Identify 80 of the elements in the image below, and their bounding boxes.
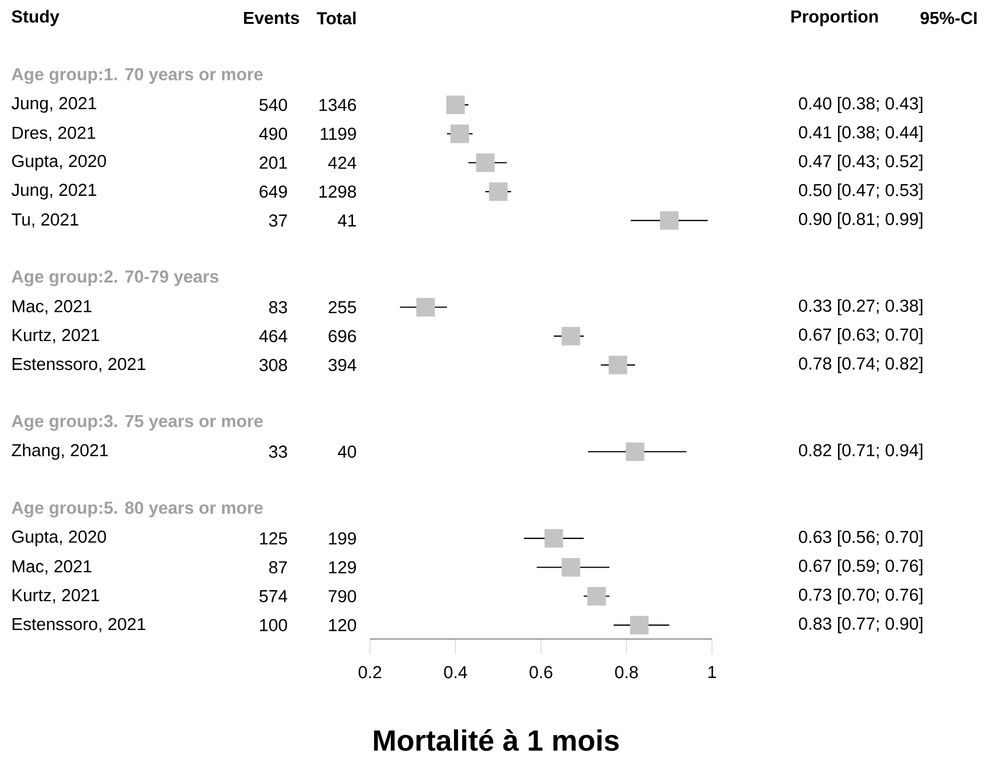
y-tick-label: Age group:5. 80 years or more bbox=[12, 502, 263, 518]
text: 464 bbox=[259, 330, 288, 342]
text: 41 bbox=[338, 214, 356, 226]
y-tick-label: Estenssoro, 2021 bbox=[12, 358, 146, 372]
point bbox=[544, 529, 564, 548]
point bbox=[626, 442, 644, 461]
text: 33 bbox=[269, 446, 287, 458]
text: 199 bbox=[329, 532, 356, 545]
text: 574 bbox=[260, 590, 288, 602]
data-label: 0.40 [0.38; 0.43] bbox=[798, 96, 922, 113]
data-label: 0.83 [0.77; 0.90] bbox=[798, 617, 922, 634]
text: 1298 bbox=[319, 185, 356, 198]
y-tick-label: Gupta, 2020 bbox=[12, 530, 106, 546]
point bbox=[660, 211, 679, 230]
y-tick-label: Gupta, 2020 bbox=[12, 154, 106, 171]
point bbox=[488, 182, 508, 201]
data-label: 0.73 [0.70; 0.76] bbox=[798, 588, 922, 604]
text: 394 bbox=[328, 358, 356, 372]
y-tick-label: Jung, 2021 bbox=[12, 97, 96, 113]
x-tick-label: 0.8 bbox=[615, 666, 638, 678]
data-label: 0.67 [0.63; 0.70] bbox=[798, 328, 922, 344]
y-tick-label: Jung, 2021 bbox=[12, 184, 96, 200]
text: 1346 bbox=[319, 98, 356, 112]
text: 696 bbox=[328, 330, 356, 342]
y-tick-label: Age group:3. 75 years or more bbox=[12, 414, 263, 431]
data-label: 0.50 [0.47; 0.53] bbox=[798, 184, 922, 200]
text: 649 bbox=[260, 185, 287, 198]
y-tick-label: Mac, 2021 bbox=[12, 560, 92, 574]
data-label: 0.41 [0.38; 0.44] bbox=[798, 126, 922, 142]
x-tick-label: 1 bbox=[708, 666, 716, 678]
y-tick-label: Estenssoro, 2021 bbox=[12, 618, 146, 632]
text: 1199 bbox=[320, 128, 356, 140]
y-tick-label: Mac, 2021 bbox=[12, 300, 92, 314]
text: 95%-CI bbox=[920, 12, 977, 24]
text: 37 bbox=[269, 214, 287, 227]
text: 125 bbox=[260, 532, 287, 545]
point bbox=[608, 356, 628, 374]
point bbox=[562, 326, 580, 346]
y-tick-label: Age group:2. 70-79 years bbox=[12, 270, 218, 286]
text: Mortalité à 1 mois bbox=[374, 729, 619, 751]
text: Study bbox=[12, 10, 60, 26]
text: 490 bbox=[259, 128, 288, 140]
point bbox=[416, 298, 435, 316]
x-tick-label: 0.4 bbox=[444, 666, 468, 678]
data-label: 0.63 [0.56; 0.70] bbox=[798, 530, 922, 546]
text: 255 bbox=[328, 301, 356, 314]
x-tick-label: 0.2 bbox=[358, 666, 382, 678]
text: Proportion bbox=[791, 10, 878, 26]
text: 129 bbox=[329, 561, 356, 574]
text: 201 bbox=[260, 156, 287, 169]
point bbox=[630, 616, 649, 634]
text: 790 bbox=[328, 590, 356, 602]
text: 40 bbox=[338, 446, 356, 458]
point bbox=[450, 124, 470, 144]
x-tick-label: 0.6 bbox=[530, 666, 552, 678]
text: 120 bbox=[329, 618, 356, 632]
point bbox=[587, 586, 606, 606]
point bbox=[446, 96, 465, 114]
data-label: 0.78 [0.74; 0.82] bbox=[798, 356, 922, 374]
data-label: 0.67 [0.59; 0.76] bbox=[798, 559, 922, 576]
text: 87 bbox=[269, 561, 287, 574]
text: 100 bbox=[260, 618, 288, 632]
text: 540 bbox=[260, 98, 288, 112]
text: 424 bbox=[328, 156, 356, 169]
text: 83 bbox=[269, 301, 287, 314]
y-tick-label: Zhang, 2021 bbox=[12, 444, 108, 460]
point bbox=[562, 558, 580, 577]
y-tick-label: Tu, 2021 bbox=[12, 213, 78, 228]
data-label: 0.90 [0.81; 0.99] bbox=[798, 212, 922, 229]
data-label: 0.82 [0.71; 0.94] bbox=[798, 444, 922, 460]
text: 308 bbox=[259, 358, 287, 372]
text: Events bbox=[244, 12, 300, 24]
point bbox=[476, 153, 495, 172]
data-label: 0.33 [0.27; 0.38] bbox=[798, 299, 922, 316]
y-tick-label: Kurtz, 2021 bbox=[12, 589, 100, 604]
y-tick-label: Kurtz, 2021 bbox=[12, 328, 100, 344]
text: Total bbox=[316, 12, 356, 24]
y-tick-label: Dres, 2021 bbox=[12, 126, 96, 141]
data-label: 0.47 [0.43; 0.52] bbox=[798, 154, 922, 171]
y-tick-label: Age group:1. 70 years or more bbox=[12, 68, 263, 84]
